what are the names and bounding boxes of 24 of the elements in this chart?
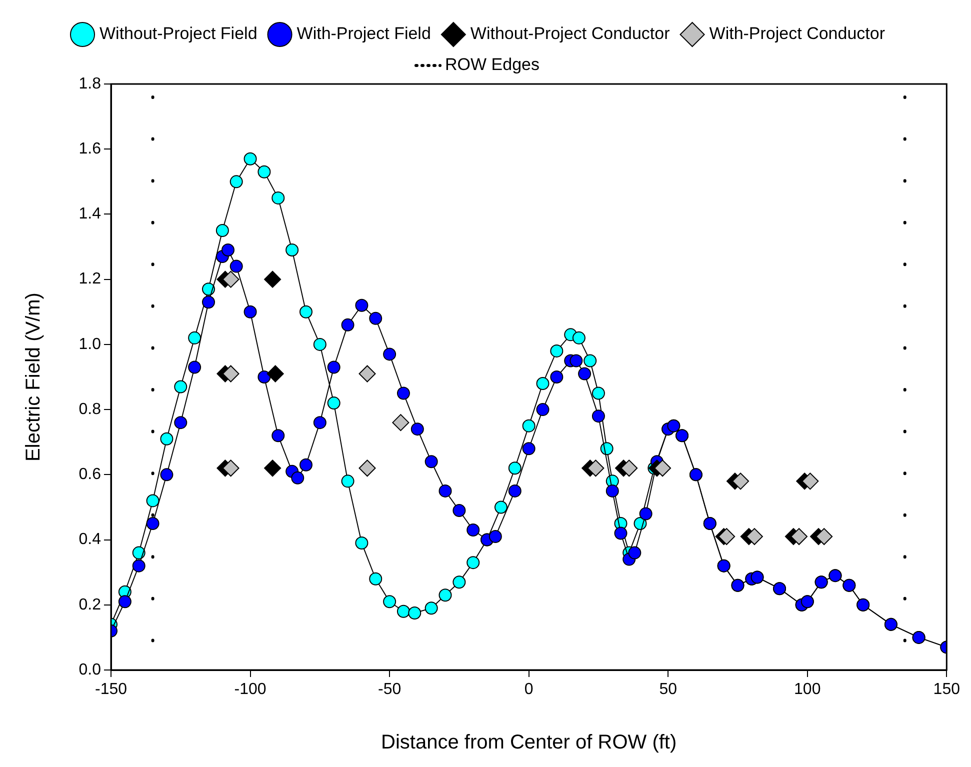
legend-label: With-Project Field <box>296 24 431 44</box>
x-tick-label: -150 <box>94 681 128 698</box>
legend-label: Without-Project Conductor <box>470 24 670 44</box>
y-tick-label: 1.4 <box>78 206 102 223</box>
x-axis-title: Distance from Center of ROW (ft) <box>381 732 677 754</box>
x-tick-label: 150 <box>933 681 960 698</box>
x-tick-label: -100 <box>234 681 266 698</box>
x-tick-label: -50 <box>378 681 402 698</box>
y-tick-label: 1.8 <box>78 75 102 92</box>
y-tick-label: 1.2 <box>78 270 102 288</box>
legend-label: With-Project Conductor <box>709 24 886 44</box>
y-tick-label: 0.2 <box>78 596 102 614</box>
y-tick-label: 1.0 <box>78 336 102 353</box>
y-tick-label: 0.0 <box>78 661 102 678</box>
x-tick-label: 100 <box>794 681 821 698</box>
legend-label: ROW Edges <box>445 55 540 74</box>
legend-label: Without-Project Field <box>100 24 258 44</box>
y-tick-label: 0.8 <box>78 400 102 418</box>
y-tick-label: 0.6 <box>78 466 102 484</box>
y-tick-label: 1.6 <box>78 140 102 158</box>
y-axis-title: Electric Field (V/m) <box>22 292 45 462</box>
y-tick-label: 0.4 <box>78 531 102 548</box>
x-tick-label: 0 <box>524 681 534 698</box>
x-tick-label: 50 <box>659 681 678 698</box>
